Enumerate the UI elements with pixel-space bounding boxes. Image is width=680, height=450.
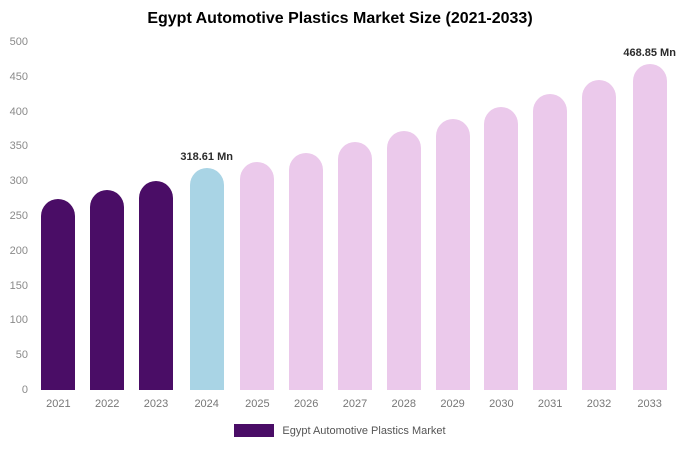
x-axis-label: 2027: [342, 398, 368, 410]
y-axis-tick: 400: [9, 105, 28, 118]
y-axis-tick: 450: [9, 70, 28, 83]
bar-2024: [189, 168, 224, 390]
x-axis-label: 2023: [143, 398, 169, 410]
bar-slot: 2032: [575, 42, 624, 410]
y-axis-tick: 150: [9, 279, 28, 292]
chart-title: Egypt Automotive Plastics Market Size (2…: [147, 10, 533, 27]
x-axis-label: 2028: [391, 398, 417, 410]
x-axis-label: 2033: [637, 398, 662, 410]
bar-2030: [484, 107, 519, 390]
plot-area: 2021 2022 2023 318.61 Mn 2024 2025 2026 2027 202…: [34, 42, 676, 410]
bar-2026: [289, 152, 324, 390]
x-axis-label: 2029: [440, 398, 465, 410]
x-axis-label: 2025: [245, 398, 270, 410]
legend-swatch: [234, 424, 275, 437]
bar-2028: [386, 131, 421, 390]
y-axis: 0 50 100 150 200 250 300 350 400 450 500: [0, 36, 30, 396]
x-axis-label: 2031: [537, 398, 563, 410]
y-axis-tick: 500: [9, 36, 28, 48]
bar-slot: 468.85 Mn 2033: [623, 42, 676, 410]
y-axis-tick: 250: [9, 210, 28, 222]
x-axis-label: 2030: [489, 398, 514, 410]
bar-slot: 2030: [477, 42, 526, 410]
bar-2032: [581, 80, 616, 390]
bar-slot: 2027: [331, 42, 380, 410]
bar-2029: [435, 119, 470, 390]
bar-2022: [90, 189, 125, 390]
legend-label: Egypt Automotive Plastics Market: [282, 424, 446, 437]
x-axis-label: 2032: [586, 398, 612, 410]
bar-slot: 2028: [379, 42, 428, 410]
y-axis-tick: 350: [9, 140, 28, 153]
x-axis-label: 2026: [293, 398, 319, 410]
value-label: 318.61 Mn: [180, 151, 233, 164]
x-axis-label: 2022: [94, 398, 120, 410]
bar-2021: [41, 198, 76, 390]
bar-2033: [632, 63, 667, 390]
bar-slot: 2029: [428, 42, 477, 410]
bar-2023: [138, 181, 173, 390]
x-axis-label: 2021: [46, 398, 71, 410]
bar-2027: [337, 141, 372, 390]
bar-slot: 2022: [83, 42, 132, 410]
legend: Egypt Automotive Plastics Market: [0, 424, 680, 437]
y-axis-tick: 50: [15, 349, 28, 362]
y-axis-tick: 300: [9, 175, 28, 188]
x-axis-label: 2024: [194, 398, 219, 410]
bar-slot: 2021: [34, 42, 83, 410]
bar-slot: 2031: [526, 42, 575, 410]
bar-slot: 2023: [132, 42, 181, 410]
y-axis-tick: 100: [9, 314, 28, 327]
y-axis-tick: 200: [9, 244, 28, 257]
bar-2025: [240, 161, 275, 390]
bar-slot: 2026: [282, 42, 331, 410]
value-label: 468.85 Mn: [623, 46, 676, 59]
y-axis-tick: 0: [21, 384, 28, 396]
bar-slot: 2025: [233, 42, 282, 410]
bar-2031: [533, 94, 568, 390]
bar-slot: 318.61 Mn 2024: [180, 42, 233, 410]
